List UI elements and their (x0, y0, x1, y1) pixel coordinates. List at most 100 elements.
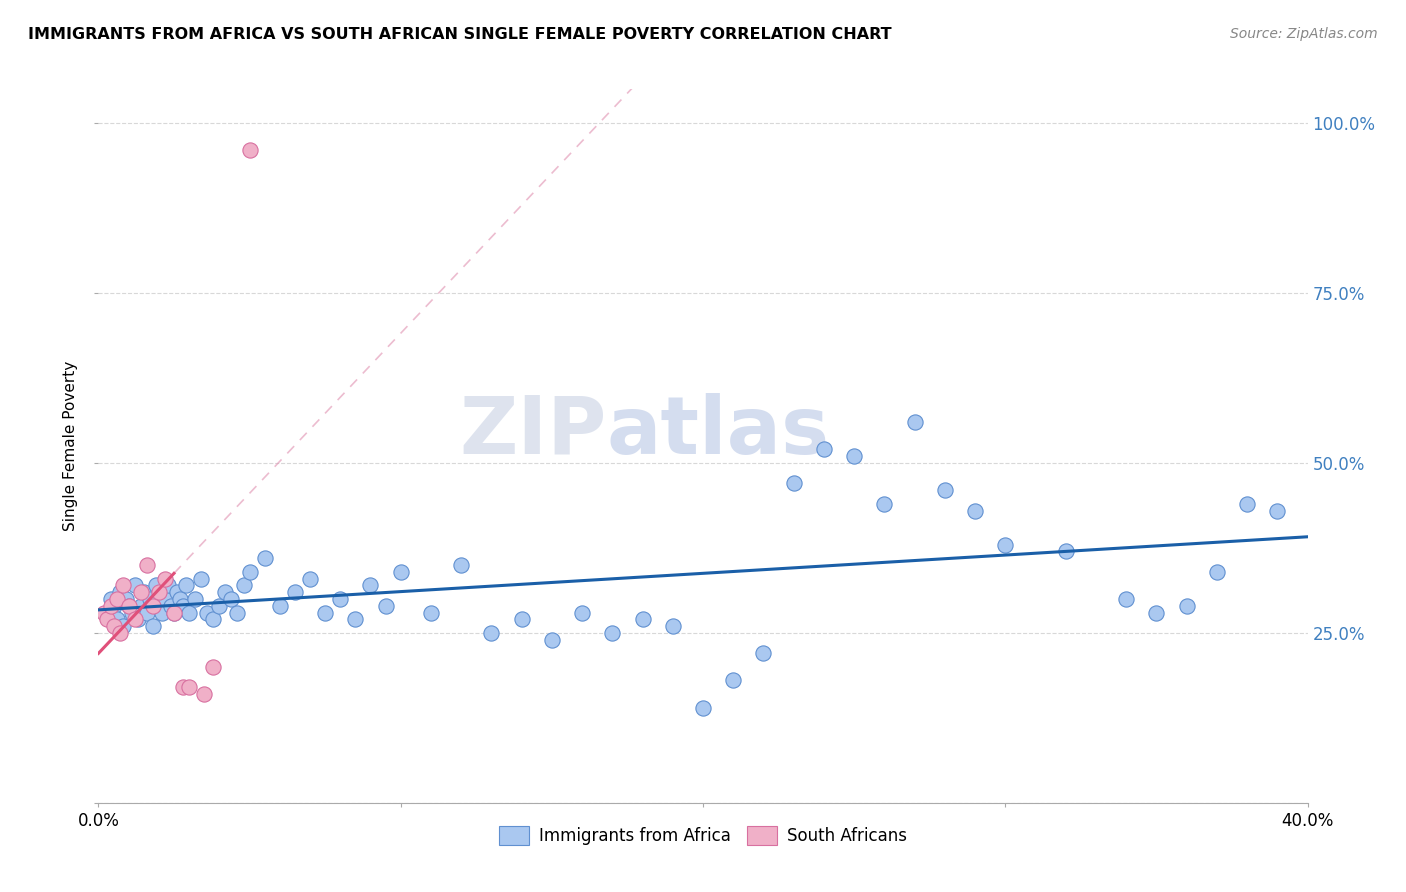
Point (389, 565, 412, 579)
Point (96, 612, 118, 626)
Point (169, 591, 191, 606)
Point (965, 503, 987, 517)
Point (934, 483, 956, 498)
Point (132, 585, 155, 599)
Point (360, 578, 382, 592)
Point (172, 680, 194, 694)
Point (239, 565, 262, 579)
Point (602, 626, 624, 640)
Point (174, 578, 197, 592)
Point (571, 606, 593, 620)
Point (103, 599, 125, 613)
Point (284, 585, 307, 599)
Point (100, 599, 122, 613)
Point (420, 606, 443, 620)
Point (314, 606, 336, 620)
Point (148, 585, 170, 599)
Point (193, 687, 215, 701)
Y-axis label: Single Female Poverty: Single Female Poverty (63, 361, 79, 531)
Point (135, 558, 157, 572)
Point (135, 606, 157, 620)
Point (374, 599, 396, 613)
Point (450, 558, 472, 572)
Point (253, 551, 276, 566)
Point (269, 599, 291, 613)
Point (121, 606, 143, 620)
Point (139, 591, 162, 606)
Point (1115, 591, 1137, 606)
Point (148, 599, 170, 613)
Point (105, 591, 128, 606)
Point (214, 585, 236, 599)
Point (661, 619, 683, 633)
Point (813, 442, 835, 457)
Point (195, 606, 218, 620)
Point (142, 619, 165, 633)
Point (156, 578, 179, 592)
Point (124, 578, 146, 592)
Point (142, 599, 165, 613)
Point (179, 606, 201, 620)
Point (226, 606, 249, 620)
Point (1144, 606, 1167, 620)
Point (172, 599, 194, 613)
Point (844, 449, 866, 463)
Text: Source: ZipAtlas.com: Source: ZipAtlas.com (1230, 27, 1378, 41)
Point (129, 599, 152, 613)
Point (994, 537, 1017, 551)
Point (150, 606, 173, 620)
Point (329, 591, 352, 606)
Point (783, 476, 806, 491)
Point (145, 578, 167, 592)
Point (202, 660, 225, 674)
Text: atlas: atlas (606, 392, 830, 471)
Point (93, 606, 115, 620)
Point (153, 572, 176, 586)
Point (752, 646, 775, 660)
Point (127, 612, 149, 626)
Point (118, 599, 141, 613)
Point (108, 585, 131, 599)
Point (1267, 503, 1289, 517)
Point (1175, 599, 1198, 613)
Point (114, 591, 136, 606)
Point (96, 606, 118, 620)
Point (124, 612, 146, 626)
Point (239, 144, 262, 158)
Point (299, 572, 322, 586)
Point (118, 599, 141, 613)
Point (510, 612, 533, 626)
Point (1206, 565, 1229, 579)
Point (904, 415, 927, 429)
Point (163, 606, 186, 620)
Point (108, 626, 131, 640)
Point (153, 591, 176, 606)
Point (208, 599, 231, 613)
Point (692, 700, 714, 714)
Point (166, 585, 188, 599)
Point (1236, 497, 1258, 511)
Point (221, 591, 243, 606)
Legend: Immigrants from Africa, South Africans: Immigrants from Africa, South Africans (492, 819, 914, 852)
Point (129, 585, 152, 599)
Point (1054, 544, 1077, 558)
Point (190, 572, 212, 586)
Point (232, 578, 254, 592)
Point (111, 578, 134, 592)
Point (100, 591, 122, 606)
Point (184, 591, 207, 606)
Point (105, 612, 128, 626)
Point (103, 619, 125, 633)
Point (202, 612, 225, 626)
Text: IMMIGRANTS FROM AFRICA VS SOUTH AFRICAN SINGLE FEMALE POVERTY CORRELATION CHART: IMMIGRANTS FROM AFRICA VS SOUTH AFRICAN … (28, 27, 891, 42)
Point (481, 626, 503, 640)
Point (179, 680, 201, 694)
Point (723, 673, 745, 688)
Text: ZIP: ZIP (458, 392, 606, 471)
Point (540, 632, 562, 647)
Point (873, 497, 896, 511)
Point (344, 612, 367, 626)
Point (111, 619, 134, 633)
Point (631, 612, 654, 626)
Point (163, 606, 186, 620)
